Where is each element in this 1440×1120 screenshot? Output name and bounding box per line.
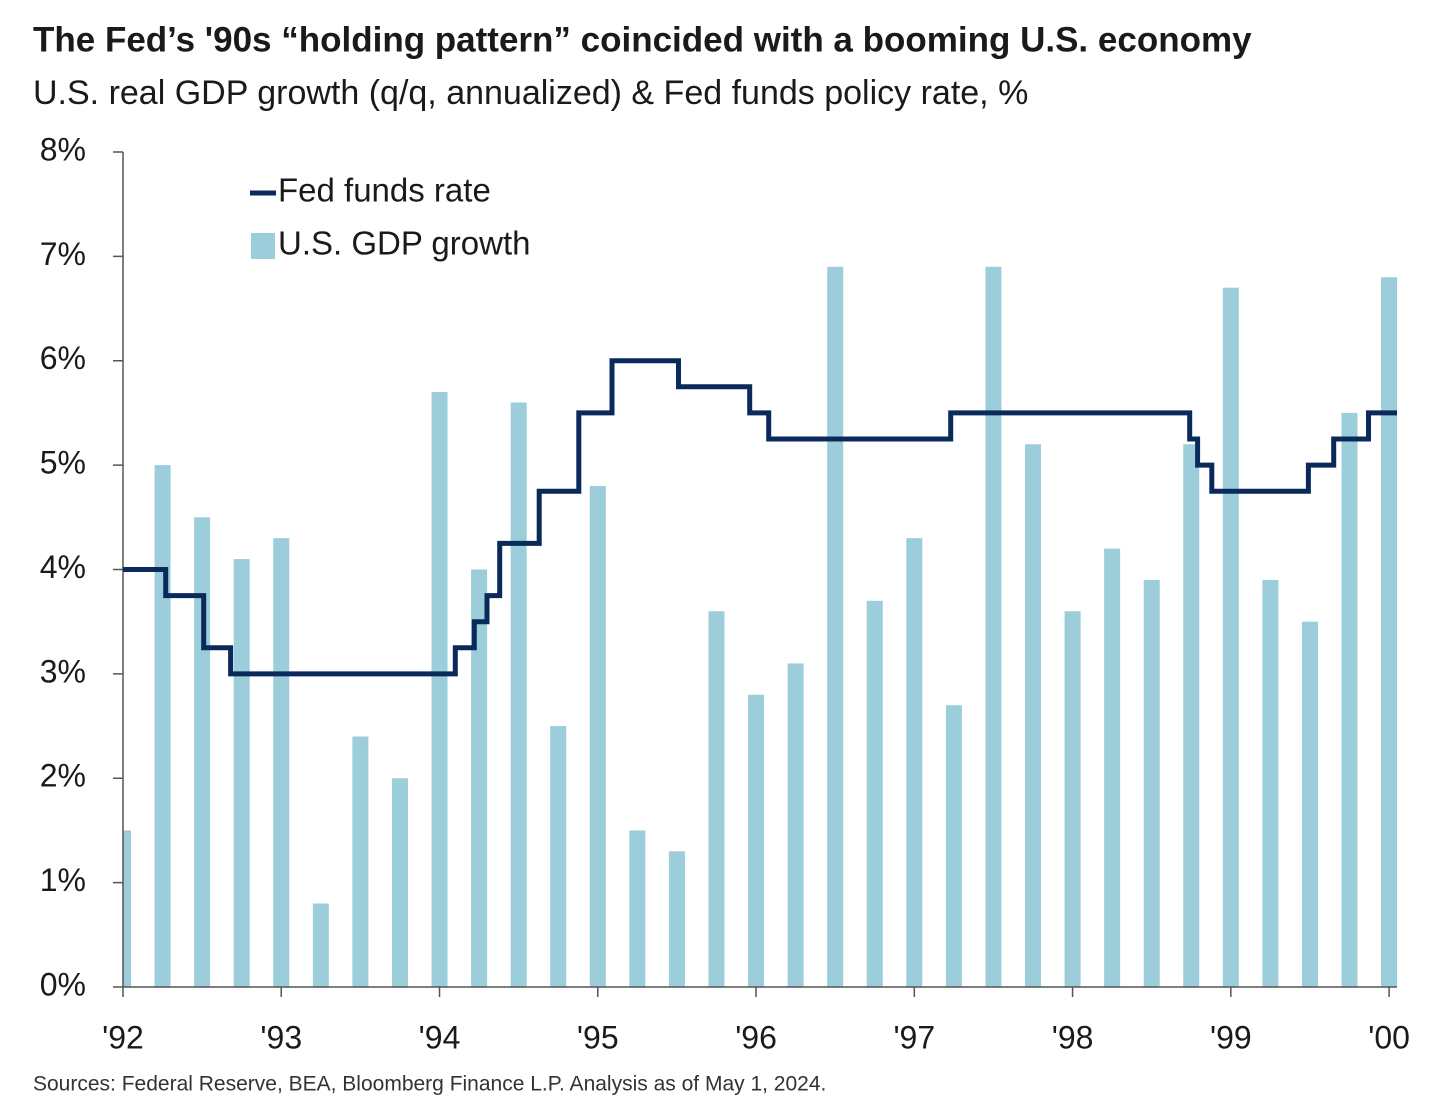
y-tick-label: 8% — [40, 131, 86, 167]
bar — [471, 569, 488, 987]
legend-label: Fed funds rate — [278, 172, 491, 209]
bar — [866, 600, 883, 987]
chart-title: The Fed’s '90s “holding pattern” coincid… — [33, 20, 1252, 59]
x-tick-label: '00 — [1368, 1019, 1410, 1055]
bar — [906, 538, 923, 987]
bar — [352, 736, 369, 987]
bar — [1222, 287, 1239, 987]
bar — [629, 830, 646, 987]
bar — [1104, 548, 1121, 987]
bar — [194, 517, 211, 987]
bar — [273, 538, 290, 987]
bar — [312, 903, 329, 987]
x-tick-label: '92 — [102, 1019, 144, 1055]
bar — [1381, 277, 1398, 987]
bar — [748, 694, 765, 987]
x-tick-label: '96 — [735, 1019, 777, 1055]
bar — [827, 266, 844, 987]
y-tick-label: 4% — [40, 549, 86, 585]
y-tick-label: 2% — [40, 758, 86, 794]
bar — [1341, 412, 1358, 987]
chart-subtitle: U.S. real GDP growth (q/q, annualized) &… — [33, 74, 1028, 112]
bar — [233, 559, 250, 987]
x-tick-label: '98 — [1052, 1019, 1094, 1055]
bar — [1262, 579, 1279, 987]
bar — [589, 486, 606, 987]
bar — [1025, 444, 1041, 987]
bar — [985, 266, 1002, 987]
y-tick-label: 7% — [40, 236, 86, 272]
bar — [510, 402, 527, 987]
bar — [668, 851, 685, 987]
legend-label: U.S. GDP growth — [278, 225, 530, 262]
bar — [154, 465, 171, 987]
bar — [391, 778, 408, 987]
bar — [1183, 444, 1200, 987]
x-tick-label: '97 — [893, 1019, 935, 1055]
bar — [1143, 579, 1160, 987]
bar — [787, 663, 804, 987]
bar — [708, 611, 725, 987]
x-tick-label: '95 — [577, 1019, 619, 1055]
y-tick-label: 3% — [40, 653, 86, 689]
bar-group — [123, 266, 1398, 987]
x-tick-label: '99 — [1210, 1019, 1252, 1055]
bar — [945, 705, 962, 987]
x-tick-label: '94 — [419, 1019, 461, 1055]
bar — [431, 392, 448, 987]
legend-swatch — [251, 233, 275, 259]
bar — [550, 726, 567, 987]
bar — [123, 830, 131, 987]
x-tick-label: '93 — [260, 1019, 302, 1055]
bar — [1301, 621, 1318, 987]
y-tick-label: 6% — [40, 340, 86, 376]
line — [123, 358, 1397, 677]
y-tick-label: 1% — [40, 862, 86, 898]
bar — [1064, 611, 1081, 987]
y-tick-label: 0% — [40, 966, 86, 1002]
y-tick-label: 5% — [40, 445, 86, 481]
source-note: Sources: Federal Reserve, BEA, Bloomberg… — [33, 1073, 826, 1096]
